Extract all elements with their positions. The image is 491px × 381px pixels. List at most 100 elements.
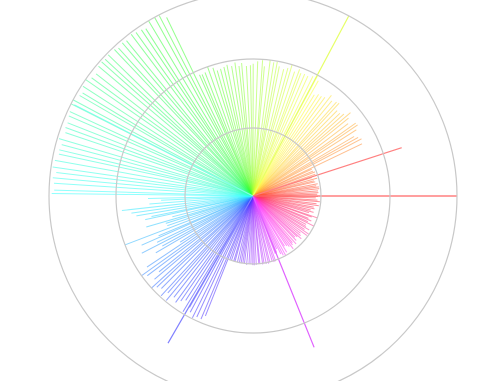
long-ray <box>252 147 402 197</box>
ray <box>220 68 254 197</box>
ray <box>252 61 259 197</box>
ray <box>52 166 254 197</box>
ray <box>172 195 254 218</box>
ray <box>95 73 254 197</box>
ray <box>252 67 289 197</box>
ray <box>52 177 254 197</box>
ray <box>201 74 254 197</box>
long-ray <box>74 104 254 197</box>
ray <box>130 33 254 197</box>
ray <box>180 195 254 302</box>
ray <box>56 172 254 197</box>
ray <box>161 195 254 289</box>
ray <box>245 65 254 197</box>
ray <box>204 72 254 197</box>
ray <box>158 15 254 197</box>
ray <box>126 40 254 197</box>
ray <box>58 138 254 197</box>
long-ray <box>252 15 350 197</box>
ray <box>226 64 254 197</box>
ray <box>175 195 254 303</box>
ray <box>252 123 349 197</box>
ray <box>252 138 362 197</box>
ray <box>146 195 254 277</box>
ray <box>185 195 254 301</box>
ray <box>140 29 254 197</box>
ray <box>158 195 254 237</box>
ray <box>252 100 333 197</box>
ray <box>53 182 254 197</box>
ray <box>68 115 254 197</box>
ray <box>154 195 254 280</box>
ray <box>252 94 332 197</box>
ray <box>252 110 338 197</box>
rings-group <box>48 0 458 381</box>
ray <box>231 66 254 197</box>
ray <box>141 195 254 254</box>
ray <box>147 195 254 199</box>
ray <box>173 195 254 298</box>
ray <box>252 113 345 197</box>
ray <box>51 193 254 197</box>
ray <box>121 195 254 211</box>
ray <box>252 68 285 197</box>
ray <box>121 42 254 197</box>
long-ray <box>252 195 315 348</box>
ray <box>216 70 254 197</box>
ray <box>136 195 254 217</box>
ray <box>146 195 254 268</box>
ray <box>145 28 254 197</box>
rays-group <box>51 15 457 348</box>
ray <box>252 102 340 197</box>
ray <box>131 195 254 214</box>
ray <box>91 77 254 197</box>
ray <box>101 61 254 197</box>
ray <box>252 96 322 197</box>
ray <box>252 71 296 197</box>
ray <box>200 195 254 320</box>
ray <box>212 67 254 197</box>
ray <box>252 117 349 197</box>
ray <box>252 75 309 197</box>
ray <box>252 97 326 197</box>
ray <box>54 159 254 197</box>
ray <box>85 79 254 197</box>
ray <box>252 112 341 197</box>
ray <box>156 195 254 243</box>
ray <box>98 65 254 197</box>
ray <box>252 94 320 197</box>
ray <box>65 127 254 197</box>
ray <box>67 122 254 197</box>
ray <box>82 85 254 197</box>
ray <box>146 195 254 228</box>
ray <box>252 66 280 197</box>
ray <box>82 92 254 197</box>
ray <box>241 62 254 197</box>
ray <box>73 99 254 197</box>
ray <box>162 195 254 247</box>
ray <box>79 95 254 197</box>
ray <box>252 73 306 197</box>
ray <box>154 17 254 197</box>
ray <box>59 149 254 197</box>
ray <box>118 47 254 197</box>
ray <box>234 62 254 197</box>
ray <box>179 195 254 243</box>
ray <box>54 189 254 197</box>
ray <box>252 124 358 197</box>
ray <box>135 32 254 197</box>
ray <box>166 17 254 197</box>
ray <box>61 144 254 197</box>
ray <box>252 129 357 197</box>
ray <box>58 153 254 197</box>
ray <box>69 111 254 197</box>
ray <box>151 195 254 217</box>
ray <box>223 66 254 197</box>
ray <box>149 195 254 205</box>
ray <box>252 94 315 197</box>
ray <box>114 49 254 197</box>
ray <box>252 73 302 197</box>
outer-ring <box>48 0 458 381</box>
middle-ring <box>115 58 391 334</box>
